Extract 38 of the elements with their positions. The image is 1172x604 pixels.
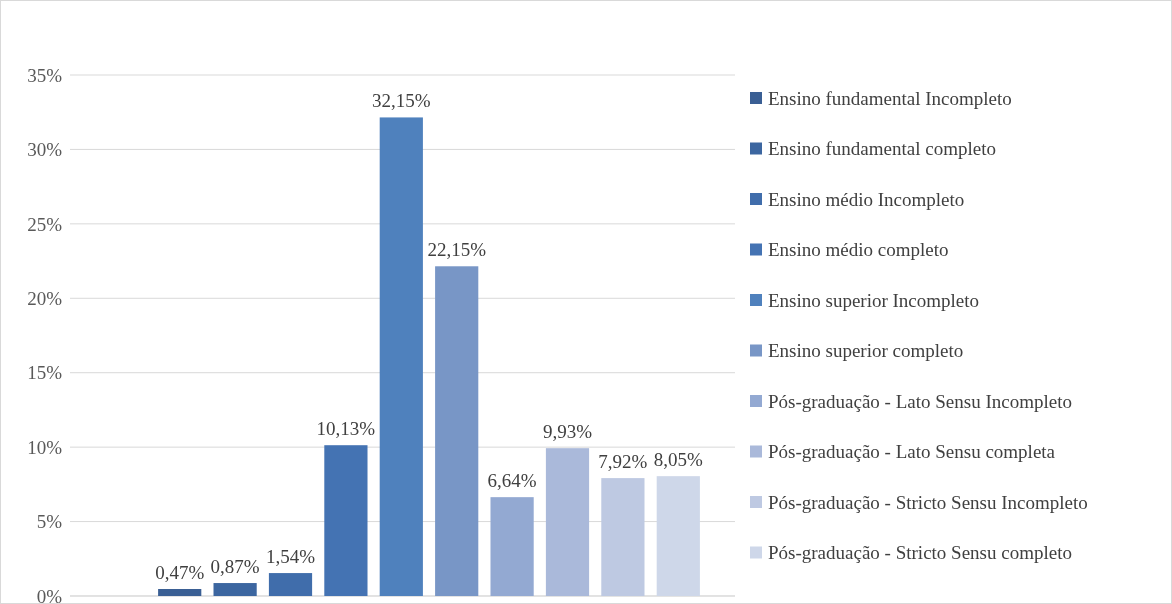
bar <box>213 583 257 596</box>
legend-label: Ensino médio completo <box>768 239 949 261</box>
bar <box>656 476 700 596</box>
legend-label: Ensino fundamental Incompleto <box>768 87 1012 109</box>
data-label: 32,15% <box>372 90 431 112</box>
legend-label: Ensino fundamental completo <box>768 138 996 160</box>
legend-label: Pós-graduação - Lato Sensu Incompleto <box>768 390 1072 412</box>
bar <box>545 448 590 596</box>
bar <box>435 266 479 596</box>
data-label: 0,87% <box>210 556 260 578</box>
y-tick-label: 25% <box>27 213 63 235</box>
legend-label: Pós-graduação - Stricto Sensu Incompleto <box>768 491 1088 513</box>
legend-label: Ensino médio Incompleto <box>768 188 965 210</box>
bar <box>601 478 645 596</box>
legend-label: Pós-graduação - Lato Sensu completa <box>768 441 1056 463</box>
y-tick-label: 10% <box>27 436 63 458</box>
data-label: 7,92% <box>598 451 648 473</box>
data-label: 10,13% <box>316 418 376 440</box>
bar <box>268 573 313 596</box>
legend-label: Ensino superior completo <box>768 340 964 362</box>
data-label: 0,47% <box>155 562 205 583</box>
y-tick-label: 0% <box>36 585 63 604</box>
data-label: 1,54% <box>265 546 316 568</box>
y-tick-label: 30% <box>27 139 63 161</box>
bar <box>379 117 423 596</box>
bar <box>324 445 368 596</box>
data-label: 8,05% <box>653 449 704 471</box>
bar <box>158 589 202 596</box>
y-tick-label: 20% <box>27 287 63 309</box>
bar <box>490 497 534 596</box>
legend-label: Ensino superior Incompleto <box>768 289 980 311</box>
data-label: 22,15% <box>427 239 487 261</box>
y-tick-label: 35% <box>27 64 63 86</box>
y-tick-label: 15% <box>27 362 63 384</box>
data-label: 6,64% <box>487 470 537 492</box>
data-label: 9,93% <box>542 421 593 443</box>
legend-label: Pós-graduação - Stricto Sensu completo <box>768 542 1072 564</box>
y-tick-label: 5% <box>36 511 63 533</box>
